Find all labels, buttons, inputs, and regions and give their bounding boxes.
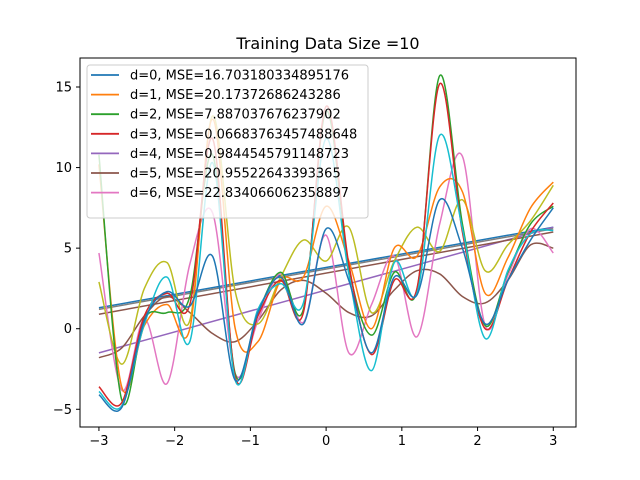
legend-label: d=0, MSE=16.703180334895176 bbox=[130, 69, 349, 84]
y-tick-label: 10 bbox=[55, 161, 72, 176]
chart-title: Training Data Size =10 bbox=[235, 34, 419, 53]
legend-label: d=4, MSE=0.9844545791148723 bbox=[130, 147, 349, 162]
legend-label: d=1, MSE=20.17372686243286 bbox=[130, 88, 341, 103]
x-axis: −3 −2 −1 0 1 2 3 bbox=[89, 427, 557, 449]
legend-label: d=6, MSE=22.834066062358897 bbox=[130, 186, 349, 201]
x-tick-label: −1 bbox=[241, 434, 260, 449]
y-tick-label: 0 bbox=[64, 322, 72, 337]
y-tick-label: −5 bbox=[53, 403, 72, 418]
x-tick-label: −2 bbox=[165, 434, 184, 449]
legend-label: d=3, MSE=0.06683763457488648 bbox=[130, 127, 357, 142]
plot-area-frame bbox=[79, 57, 577, 428]
x-tick-label: −3 bbox=[89, 434, 108, 449]
y-tick-label: 5 bbox=[64, 242, 72, 257]
y-tick-label: 15 bbox=[55, 81, 72, 96]
legend: d=0, MSE=16.703180334895176 d=1, MSE=20.1… bbox=[86, 64, 369, 219]
legend-label: d=5, MSE=20.95522643393365 bbox=[130, 167, 341, 182]
y-axis: −5 0 5 10 15 bbox=[53, 81, 80, 418]
series-line-5 bbox=[98, 152, 554, 392]
x-tick-label: 3 bbox=[549, 434, 557, 449]
x-tick-label: 2 bbox=[473, 434, 481, 449]
legend-box bbox=[86, 64, 369, 219]
series-line-11 bbox=[98, 197, 554, 412]
x-tick-label: 0 bbox=[322, 434, 330, 449]
x-tick-label: 1 bbox=[398, 434, 406, 449]
legend-label: d=2, MSE=7.887037676237902 bbox=[130, 108, 341, 123]
series-line-0 bbox=[98, 226, 554, 309]
series-line-7 bbox=[98, 118, 554, 394]
